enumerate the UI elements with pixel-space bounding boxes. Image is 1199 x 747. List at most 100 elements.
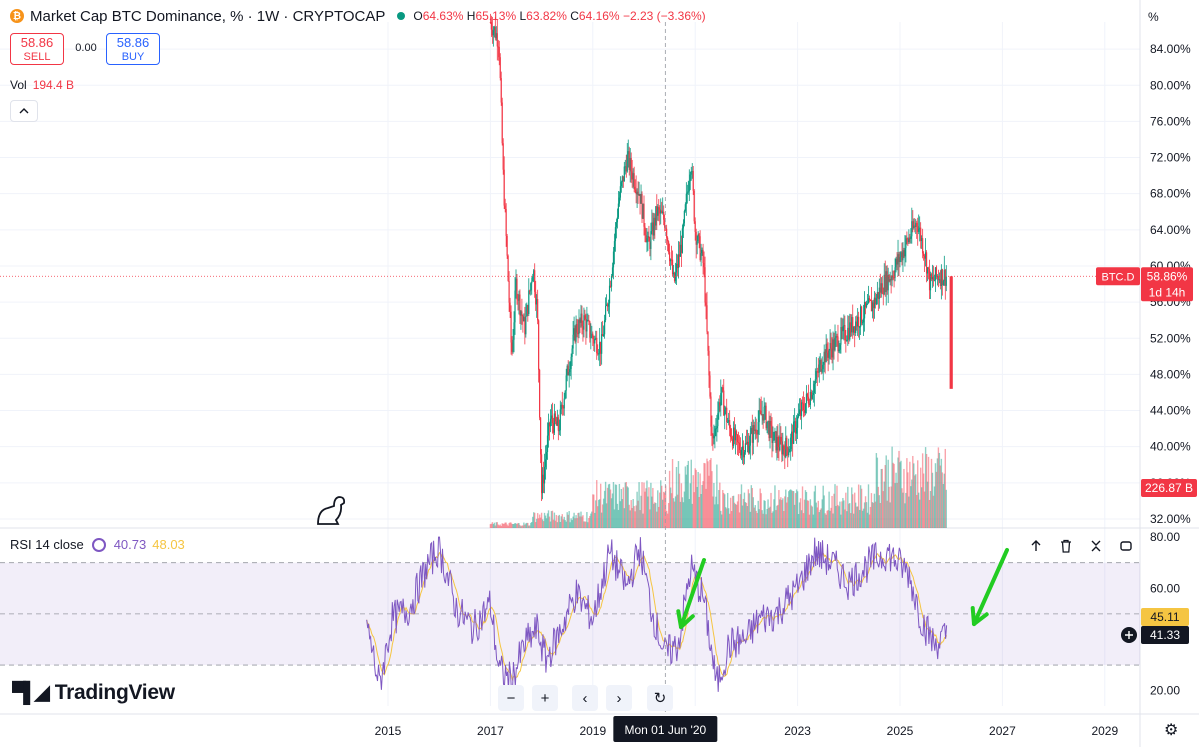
candle-body [932,277,935,281]
candle-body [573,328,575,335]
candle-body [757,422,759,435]
candle-body [718,402,720,414]
volume-bar [906,458,908,528]
candle-body [541,474,544,494]
volume-bar [739,494,742,528]
volume-bar [755,510,757,528]
candle-body [498,46,500,58]
volume-bar [787,497,789,528]
rsi-ma-value: 48.03 [152,537,185,552]
maximize-pane-button[interactable] [1114,535,1138,557]
volume-bar [840,514,842,528]
candle-body [745,443,747,445]
volume-bar [748,493,751,528]
chart-title[interactable]: Market Cap BTC Dominance, % · 1W · CRYPT… [30,7,386,25]
volume-bar [863,502,866,528]
volume-bar [758,509,760,528]
candle-body [879,287,881,293]
candle-body [737,442,740,444]
candle-body [785,437,787,458]
volume-bar [773,499,775,528]
candle-body [786,437,788,448]
price-tick-label: 80.00% [1150,78,1191,92]
buy-button[interactable]: 58.86 BUY [106,33,160,65]
candle-body [696,241,698,245]
candle-body [868,298,871,301]
candle-body [551,415,554,424]
candle-body [881,283,883,294]
volume-bar [800,510,803,528]
rsi-settings-icon[interactable] [91,537,106,552]
volume-bar [721,514,723,528]
candle-body [864,301,867,308]
buy-label: BUY [121,51,145,63]
candle-body [933,280,936,282]
candle-body [634,186,636,190]
delete-pane-button[interactable] [1054,535,1078,557]
volume-bar [602,498,605,528]
time-tick-label: 2025 [887,724,914,738]
last-candle [949,276,953,389]
volume-bar [826,510,828,528]
volume-bar [629,510,631,528]
sell-label: SELL [23,51,51,63]
collapse-legend-button[interactable] [10,100,38,122]
candle-body [843,325,845,327]
volume-bar [877,486,880,528]
volume-bar [554,520,557,528]
candle-body [907,239,909,243]
volume-bar [680,483,683,528]
candle-body [940,269,942,286]
reset-chart-button[interactable]: ↻ [647,685,673,711]
volume-bar [712,496,714,528]
gear-icon[interactable]: ⚙ [1164,722,1179,739]
volume-bar [520,526,522,528]
candle-body [896,258,898,265]
candle-body [858,316,860,328]
volume-bar [588,518,590,528]
time-tick-label: 2027 [989,724,1016,738]
zoom-out-button[interactable]: − [498,685,524,711]
candle-body [661,210,663,213]
volume-bar [813,491,816,528]
scroll-right-button[interactable]: › [606,685,632,711]
volume-bar [622,487,625,528]
tradingview-logo[interactable]: ▀▌◢ TradingView [12,680,175,705]
volume-bar [808,514,811,528]
candle-body [906,238,908,240]
candle-body [852,317,854,333]
plus-circle-icon[interactable] [1121,627,1137,643]
candle-body [595,337,597,339]
candle-body [619,186,621,198]
candle-body [841,327,843,332]
candle-body [566,365,568,376]
volume-bar [495,522,498,528]
volume-bar [714,504,716,528]
volume-bar [943,473,946,528]
volume-bar [604,481,607,528]
scroll-left-button[interactable]: ‹ [572,685,598,711]
candle-body [930,274,933,280]
price-candles [489,13,953,501]
collapse-pane-button[interactable] [1084,535,1108,557]
volume-bar [678,473,681,528]
candle-body [806,393,809,397]
candle-body [927,267,930,269]
rsi-ma-badge [1141,608,1189,626]
candle-body [552,423,555,433]
volume-bar [805,492,808,528]
volume-legend[interactable]: Vol 194.4 B [10,78,75,92]
volume-bar [591,511,593,528]
volume-bar [567,514,569,528]
move-pane-up-button[interactable] [1024,535,1048,557]
volume-bar [635,505,637,528]
volume-bar [526,522,528,528]
volume-bar [570,518,572,528]
sell-button[interactable]: 58.86 SELL [10,33,64,65]
rsi-legend[interactable]: RSI 14 close 40.73 48.03 [10,537,185,552]
zoom-in-button[interactable]: + [532,685,558,711]
volume-bar [592,494,594,528]
candle-body [810,391,812,399]
volume-bar [881,468,883,528]
